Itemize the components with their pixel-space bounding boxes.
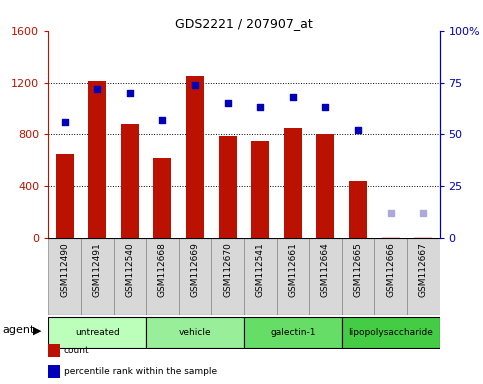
Bar — [309, 238, 342, 315]
Point — [256, 104, 264, 111]
Bar — [316, 134, 334, 238]
Bar — [121, 124, 139, 238]
Text: GSM112670: GSM112670 — [223, 242, 232, 297]
Bar — [179, 238, 212, 315]
Bar — [349, 181, 367, 238]
Bar — [374, 238, 407, 315]
Bar — [407, 238, 440, 315]
Text: GSM112666: GSM112666 — [386, 242, 395, 297]
Bar — [81, 238, 114, 315]
Point — [191, 81, 199, 88]
Text: GSM112664: GSM112664 — [321, 242, 330, 297]
Point — [354, 127, 362, 133]
Bar — [414, 237, 432, 238]
Point — [289, 94, 297, 100]
Text: GSM112541: GSM112541 — [256, 242, 265, 297]
Text: GSM112661: GSM112661 — [288, 242, 298, 297]
Title: GDS2221 / 207907_at: GDS2221 / 207907_at — [175, 17, 313, 30]
Text: GSM112669: GSM112669 — [190, 242, 199, 297]
Bar — [114, 238, 146, 315]
Point — [126, 90, 134, 96]
Point — [61, 119, 69, 125]
Text: GSM112668: GSM112668 — [158, 242, 167, 297]
Text: GSM112667: GSM112667 — [419, 242, 428, 297]
Point — [158, 117, 166, 123]
Text: lipopolysaccharide: lipopolysaccharide — [348, 328, 433, 337]
Bar — [88, 81, 106, 238]
Bar — [186, 76, 204, 238]
Text: agent: agent — [2, 325, 35, 336]
Text: GSM112665: GSM112665 — [354, 242, 363, 297]
Bar — [251, 141, 269, 238]
Bar — [382, 237, 399, 238]
Text: GSM112491: GSM112491 — [93, 242, 102, 297]
Bar — [284, 128, 302, 238]
Point — [322, 104, 329, 111]
Text: untreated: untreated — [75, 328, 120, 337]
Point — [224, 100, 231, 106]
Bar — [342, 316, 440, 348]
Text: ▶: ▶ — [33, 325, 42, 336]
Bar — [276, 238, 309, 315]
Text: GSM112490: GSM112490 — [60, 242, 69, 297]
Bar — [212, 238, 244, 315]
Bar — [48, 316, 146, 348]
Bar — [219, 136, 237, 238]
Bar — [146, 316, 244, 348]
Text: percentile rank within the sample: percentile rank within the sample — [64, 367, 217, 376]
Bar — [56, 154, 73, 238]
Bar — [48, 238, 81, 315]
Bar — [154, 158, 171, 238]
Bar — [244, 316, 342, 348]
Text: galectin-1: galectin-1 — [270, 328, 315, 337]
Text: GSM112540: GSM112540 — [125, 242, 134, 297]
Text: vehicle: vehicle — [179, 328, 212, 337]
Point — [387, 210, 395, 216]
Bar — [146, 238, 179, 315]
Bar — [342, 238, 374, 315]
Text: count: count — [64, 346, 89, 355]
Point — [93, 86, 101, 92]
Bar — [244, 238, 277, 315]
Point — [419, 210, 427, 216]
